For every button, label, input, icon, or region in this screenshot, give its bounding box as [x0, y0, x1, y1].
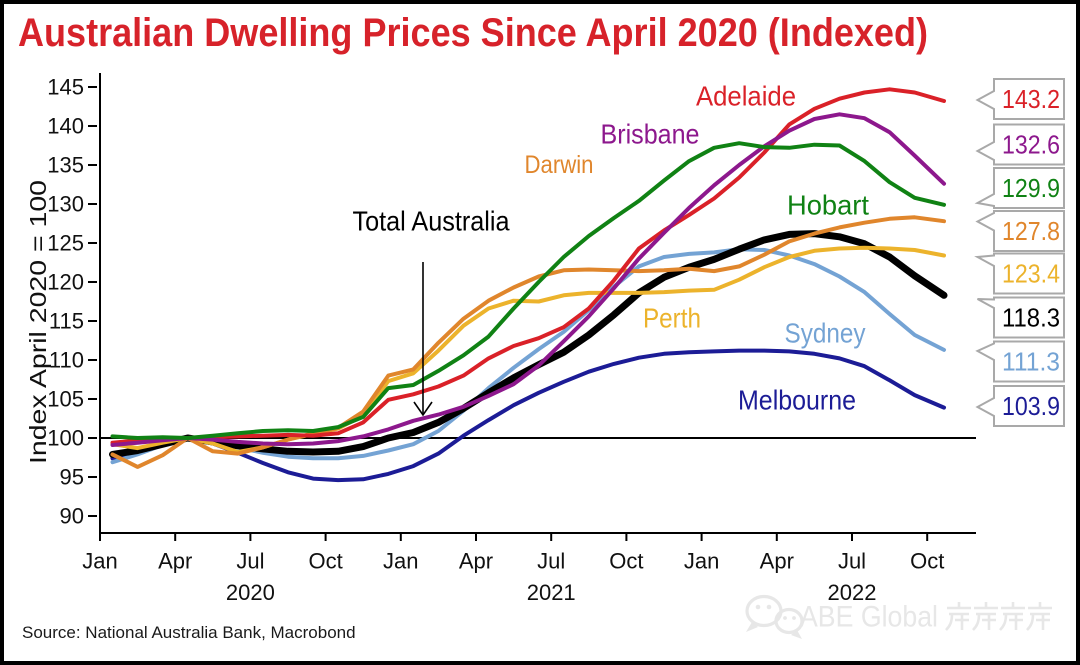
- svg-text:Total Australia: Total Australia: [353, 206, 510, 237]
- svg-text:111.3: 111.3: [1002, 347, 1060, 377]
- svg-text:105: 105: [47, 387, 84, 412]
- svg-text:Jul: Jul: [838, 549, 866, 574]
- svg-text:125: 125: [47, 231, 84, 256]
- svg-text:123.4: 123.4: [1002, 259, 1060, 289]
- svg-text:Sydney: Sydney: [785, 318, 866, 349]
- svg-text:Apr: Apr: [760, 549, 794, 574]
- svg-text:Source: National Australia Ban: Source: National Australia Bank, Macrobo…: [22, 623, 356, 642]
- svg-text:Jan: Jan: [82, 549, 117, 574]
- svg-text:127.8: 127.8: [1002, 216, 1060, 246]
- svg-text:115: 115: [49, 309, 84, 334]
- svg-text:Oct: Oct: [609, 549, 643, 574]
- svg-text:100: 100: [47, 426, 84, 451]
- svg-text:2022: 2022: [828, 580, 877, 605]
- svg-text:Perth: Perth: [643, 303, 701, 334]
- svg-text:2021: 2021: [527, 580, 576, 605]
- svg-text:Jul: Jul: [236, 549, 264, 574]
- svg-text:110: 110: [49, 348, 84, 373]
- svg-text:Oct: Oct: [308, 549, 342, 574]
- svg-text:Apr: Apr: [459, 549, 493, 574]
- svg-text:90: 90: [60, 504, 84, 529]
- svg-text:Jan: Jan: [684, 549, 719, 574]
- svg-text:135: 135: [47, 153, 84, 178]
- svg-text:103.9: 103.9: [1002, 391, 1060, 421]
- svg-text:Hobart: Hobart: [787, 190, 869, 221]
- svg-text:130: 130: [47, 192, 84, 217]
- svg-text:Jan: Jan: [383, 549, 418, 574]
- svg-text:145: 145: [47, 75, 84, 100]
- svg-text:95: 95: [60, 465, 84, 490]
- svg-text:ABE Global: ABE Global: [800, 601, 938, 634]
- svg-text:Index April 2020 = 100: Index April 2020 = 100: [25, 180, 51, 464]
- svg-text:Darwin: Darwin: [525, 151, 594, 179]
- svg-text:143.2: 143.2: [1002, 84, 1060, 114]
- svg-text:Oct: Oct: [910, 549, 944, 574]
- svg-text:140: 140: [47, 114, 84, 139]
- svg-text:Brisbane: Brisbane: [601, 119, 700, 150]
- svg-text:Australian Dwelling Prices Sin: Australian Dwelling Prices Since April 2…: [18, 11, 928, 55]
- svg-text:118.3: 118.3: [1002, 303, 1060, 333]
- svg-text:2020: 2020: [226, 580, 275, 605]
- svg-text:Melbourne: Melbourne: [738, 385, 856, 416]
- svg-text:Jul: Jul: [537, 549, 565, 574]
- svg-text:132.6: 132.6: [1002, 130, 1060, 160]
- svg-text:129.9: 129.9: [1002, 173, 1060, 203]
- svg-text:Adelaide: Adelaide: [696, 81, 796, 112]
- svg-text:120: 120: [47, 270, 84, 295]
- svg-text:Apr: Apr: [158, 549, 192, 574]
